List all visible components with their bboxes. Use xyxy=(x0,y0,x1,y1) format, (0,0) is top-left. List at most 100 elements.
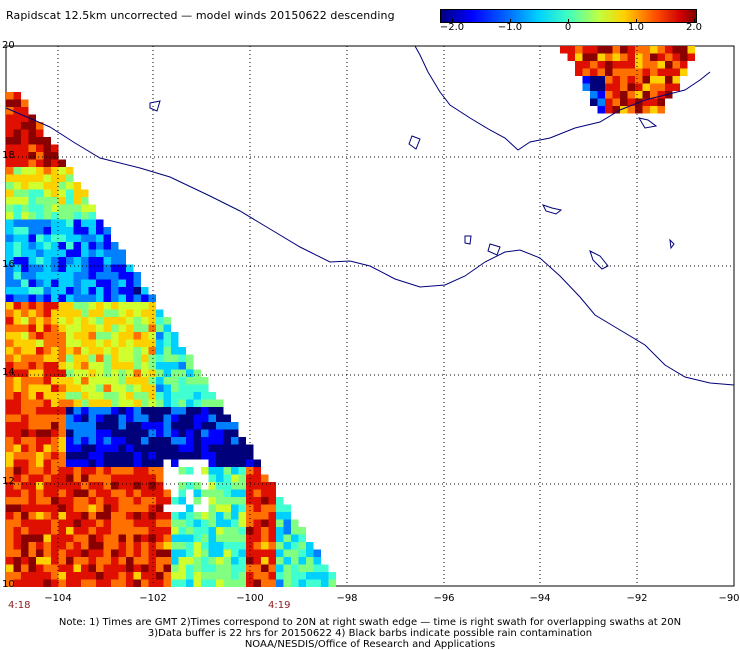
wind-cell xyxy=(111,459,119,467)
wind-cell xyxy=(178,384,186,392)
wind-cell xyxy=(223,512,231,520)
wind-cell xyxy=(620,53,628,61)
wind-cell xyxy=(21,557,29,565)
wind-cell xyxy=(51,429,59,437)
wind-cell xyxy=(590,46,598,54)
wind-cell xyxy=(81,309,89,317)
wind-cell xyxy=(66,332,74,340)
wind-cell xyxy=(28,444,36,452)
wind-cell xyxy=(141,407,149,415)
wind-cell xyxy=(36,347,44,355)
wind-cell xyxy=(21,122,29,130)
wind-cell xyxy=(141,369,149,377)
wind-cell xyxy=(13,309,21,317)
wind-cell xyxy=(13,324,21,332)
wind-cell xyxy=(36,549,44,557)
wind-cell xyxy=(36,242,44,250)
wind-cell xyxy=(36,324,44,332)
wind-cell xyxy=(253,497,261,505)
wind-cell xyxy=(186,504,194,512)
wind-cell xyxy=(118,272,126,280)
wind-cell xyxy=(66,549,74,557)
wind-cell xyxy=(88,504,96,512)
wind-cell xyxy=(216,519,224,527)
wind-cell xyxy=(635,61,643,69)
wind-cell xyxy=(148,384,156,392)
wind-cell xyxy=(597,68,605,76)
wind-cell xyxy=(665,46,673,54)
wind-cell xyxy=(216,572,224,580)
wind-cell xyxy=(111,534,119,542)
wind-cell xyxy=(186,482,194,490)
wind-cell xyxy=(58,219,66,227)
wind-cell xyxy=(36,302,44,310)
wind-cell xyxy=(298,542,306,550)
wind-cell xyxy=(118,384,126,392)
wind-cell xyxy=(96,302,104,310)
wind-cell xyxy=(96,407,104,415)
wind-cell xyxy=(58,452,66,460)
wind-cell xyxy=(81,579,89,587)
wind-cell xyxy=(216,467,224,475)
wind-cell xyxy=(238,557,246,565)
wind-cell xyxy=(141,444,149,452)
wind-cell xyxy=(148,504,156,512)
wind-cell xyxy=(178,414,186,422)
wind-cell xyxy=(96,549,104,557)
lon-label: −90 xyxy=(718,593,740,604)
wind-cell xyxy=(208,542,216,550)
wind-cell xyxy=(111,497,119,505)
wind-cell xyxy=(28,287,36,295)
wind-cell xyxy=(111,257,119,265)
wind-cell xyxy=(276,527,284,535)
wind-cell xyxy=(36,159,44,167)
wind-cell xyxy=(96,227,104,235)
wind-cell xyxy=(156,519,164,527)
wind-cell xyxy=(208,549,216,557)
wind-cell xyxy=(88,249,96,257)
wind-cell xyxy=(43,257,51,265)
wind-cell xyxy=(28,309,36,317)
wind-cell xyxy=(193,572,201,580)
wind-cell xyxy=(111,572,119,580)
colorbar-tickmark xyxy=(636,19,637,23)
wind-cell xyxy=(156,339,164,347)
wind-cell xyxy=(186,422,194,430)
wind-cell xyxy=(58,174,66,182)
wind-cell xyxy=(141,459,149,467)
wind-cell xyxy=(43,399,51,407)
wind-cell xyxy=(141,429,149,437)
wind-cell xyxy=(81,227,89,235)
wind-cell xyxy=(231,474,239,482)
wind-cell xyxy=(635,106,643,114)
wind-cell xyxy=(96,542,104,550)
wind-cell xyxy=(268,504,276,512)
wind-cell xyxy=(126,302,134,310)
wind-cell xyxy=(88,362,96,370)
wind-cell xyxy=(635,53,643,61)
wind-cell xyxy=(21,302,29,310)
wind-cell xyxy=(6,257,14,265)
wind-cell xyxy=(223,549,231,557)
wind-cell xyxy=(36,309,44,317)
wind-cell xyxy=(43,369,51,377)
wind-cell xyxy=(51,227,59,235)
wind-cell xyxy=(118,257,126,265)
wind-cell xyxy=(36,167,44,175)
wind-cell xyxy=(141,572,149,580)
wind-cell xyxy=(28,129,36,137)
wind-cell xyxy=(43,167,51,175)
wind-cell xyxy=(21,332,29,340)
wind-cell xyxy=(13,264,21,272)
wind-cell xyxy=(156,369,164,377)
wind-cell xyxy=(163,339,171,347)
wind-cell xyxy=(178,407,186,415)
wind-cell xyxy=(103,339,111,347)
wind-cell xyxy=(96,452,104,460)
wind-cell xyxy=(238,444,246,452)
wind-cell xyxy=(253,519,261,527)
wind-cell xyxy=(58,324,66,332)
wind-cell xyxy=(88,467,96,475)
wind-cell xyxy=(156,549,164,557)
wind-cell xyxy=(58,429,66,437)
